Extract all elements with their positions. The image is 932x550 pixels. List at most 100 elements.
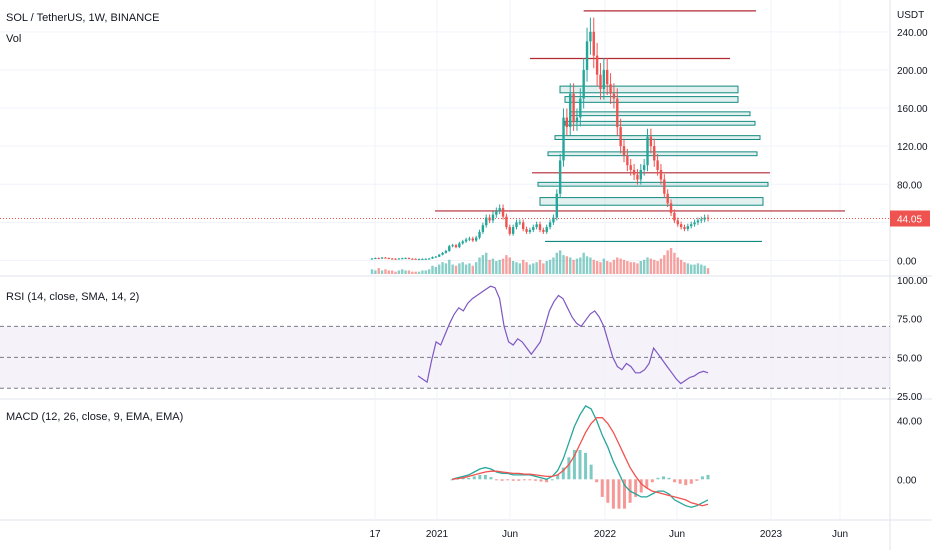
macd-histogram-bar: [545, 479, 549, 483]
candle-body: [676, 220, 679, 225]
macd-histogram-bar: [517, 479, 521, 481]
volume-bar: [458, 263, 461, 274]
macd-histogram-bar: [461, 477, 465, 480]
volume-bar: [461, 262, 464, 274]
support-zone: [564, 96, 739, 103]
volume-bar: [558, 250, 562, 274]
volume-bar: [501, 258, 505, 274]
volume-bar: [679, 259, 683, 274]
candle-body: [401, 258, 404, 260]
volume-bar: [592, 259, 595, 274]
support-zone: [559, 85, 739, 94]
volume-bar: [552, 257, 555, 274]
macd-histogram-bar: [522, 479, 526, 481]
candle-body: [478, 231, 481, 238]
candle-body: [616, 98, 619, 128]
candle-body: [390, 258, 394, 260]
candle-body: [592, 31, 595, 56]
volume-bar: [700, 264, 703, 274]
volume-bar: [374, 270, 377, 274]
volume-bar: [485, 252, 488, 274]
candle-body: [394, 258, 397, 260]
volume-bar: [548, 259, 552, 274]
volume-bar: [431, 265, 434, 274]
volume-bar: [642, 259, 646, 274]
volume-bar: [693, 264, 696, 274]
macd-histogram-bar: [506, 479, 510, 481]
price-tick-label: 0.00: [897, 256, 917, 267]
candle-body: [417, 259, 421, 261]
candle-body: [606, 69, 609, 85]
volume-bar: [569, 257, 572, 274]
candle-body: [431, 257, 434, 259]
volume-bar: [370, 269, 374, 274]
macd-histogram-bar: [561, 467, 565, 480]
volume-bar: [454, 265, 458, 274]
volume-bar: [565, 256, 569, 274]
macd-histogram-bar: [472, 476, 476, 480]
volume-bar: [427, 269, 431, 274]
volume-bar: [579, 257, 582, 274]
candle-body: [481, 225, 485, 232]
volume-bar: [616, 257, 619, 274]
macd-histogram-bar: [450, 479, 454, 481]
macd-histogram-bar: [584, 452, 588, 480]
price-tick-label: 200.00: [897, 66, 928, 77]
candle-body: [434, 256, 438, 258]
candle-body: [663, 179, 666, 194]
macd-histogram-bar: [684, 479, 688, 486]
volume-bars: [370, 248, 710, 274]
candle-body: [649, 136, 653, 147]
volume-bar: [646, 257, 649, 274]
candle-body: [491, 214, 495, 221]
macd-histogram-bar: [578, 449, 582, 480]
candle-body: [582, 69, 585, 99]
volume-bar: [673, 252, 676, 274]
macd-histogram-bar: [695, 479, 699, 481]
volume-bar: [390, 270, 394, 274]
candle-body: [579, 98, 582, 118]
candle-body: [548, 222, 552, 228]
candle-body: [622, 146, 626, 156]
macd-histogram-bar: [550, 479, 554, 481]
macd-histogram-bar: [478, 474, 482, 480]
macd-histogram-bar: [589, 464, 593, 480]
candle-body: [404, 258, 407, 260]
candle-body: [461, 241, 464, 244]
volume-bar: [377, 268, 380, 274]
volume-bar: [686, 263, 690, 274]
currency-label: USDT: [897, 10, 924, 21]
x-tick-label: Jun: [669, 529, 685, 540]
rsi-title: RSI (14, close, SMA, 14, 2): [6, 291, 139, 303]
support-zone: [569, 111, 751, 117]
candle-body: [690, 224, 693, 227]
candle-body: [642, 165, 646, 170]
last-price-tag-bg: [890, 210, 930, 227]
macd-histogram-bar: [539, 479, 543, 482]
candle-body: [441, 252, 444, 255]
candle-body: [669, 203, 673, 213]
volume-bar: [602, 258, 606, 274]
volume-bar: [595, 261, 599, 274]
candle-body: [585, 41, 589, 70]
macd-histogram-bar: [656, 477, 660, 480]
grid: [0, 0, 890, 520]
rsi-line: [417, 285, 709, 385]
candle-body: [464, 239, 468, 242]
macd-histogram-bar: [600, 479, 604, 497]
support-zone: [539, 197, 764, 206]
candle-body: [686, 226, 690, 230]
candle-body: [495, 210, 498, 215]
price-tick-label: 160.00: [897, 104, 928, 115]
candle-body: [485, 217, 488, 226]
volume-bar: [397, 270, 401, 274]
macd-histogram-bar: [673, 479, 677, 483]
x-tick-label: 2023: [760, 529, 783, 540]
volume-bar: [438, 264, 441, 274]
volume-bar: [626, 261, 629, 274]
volume-bar: [555, 252, 558, 274]
support-zone: [547, 151, 758, 157]
candle-body: [438, 254, 441, 257]
candle-body: [468, 238, 471, 240]
candle-body: [626, 155, 629, 166]
